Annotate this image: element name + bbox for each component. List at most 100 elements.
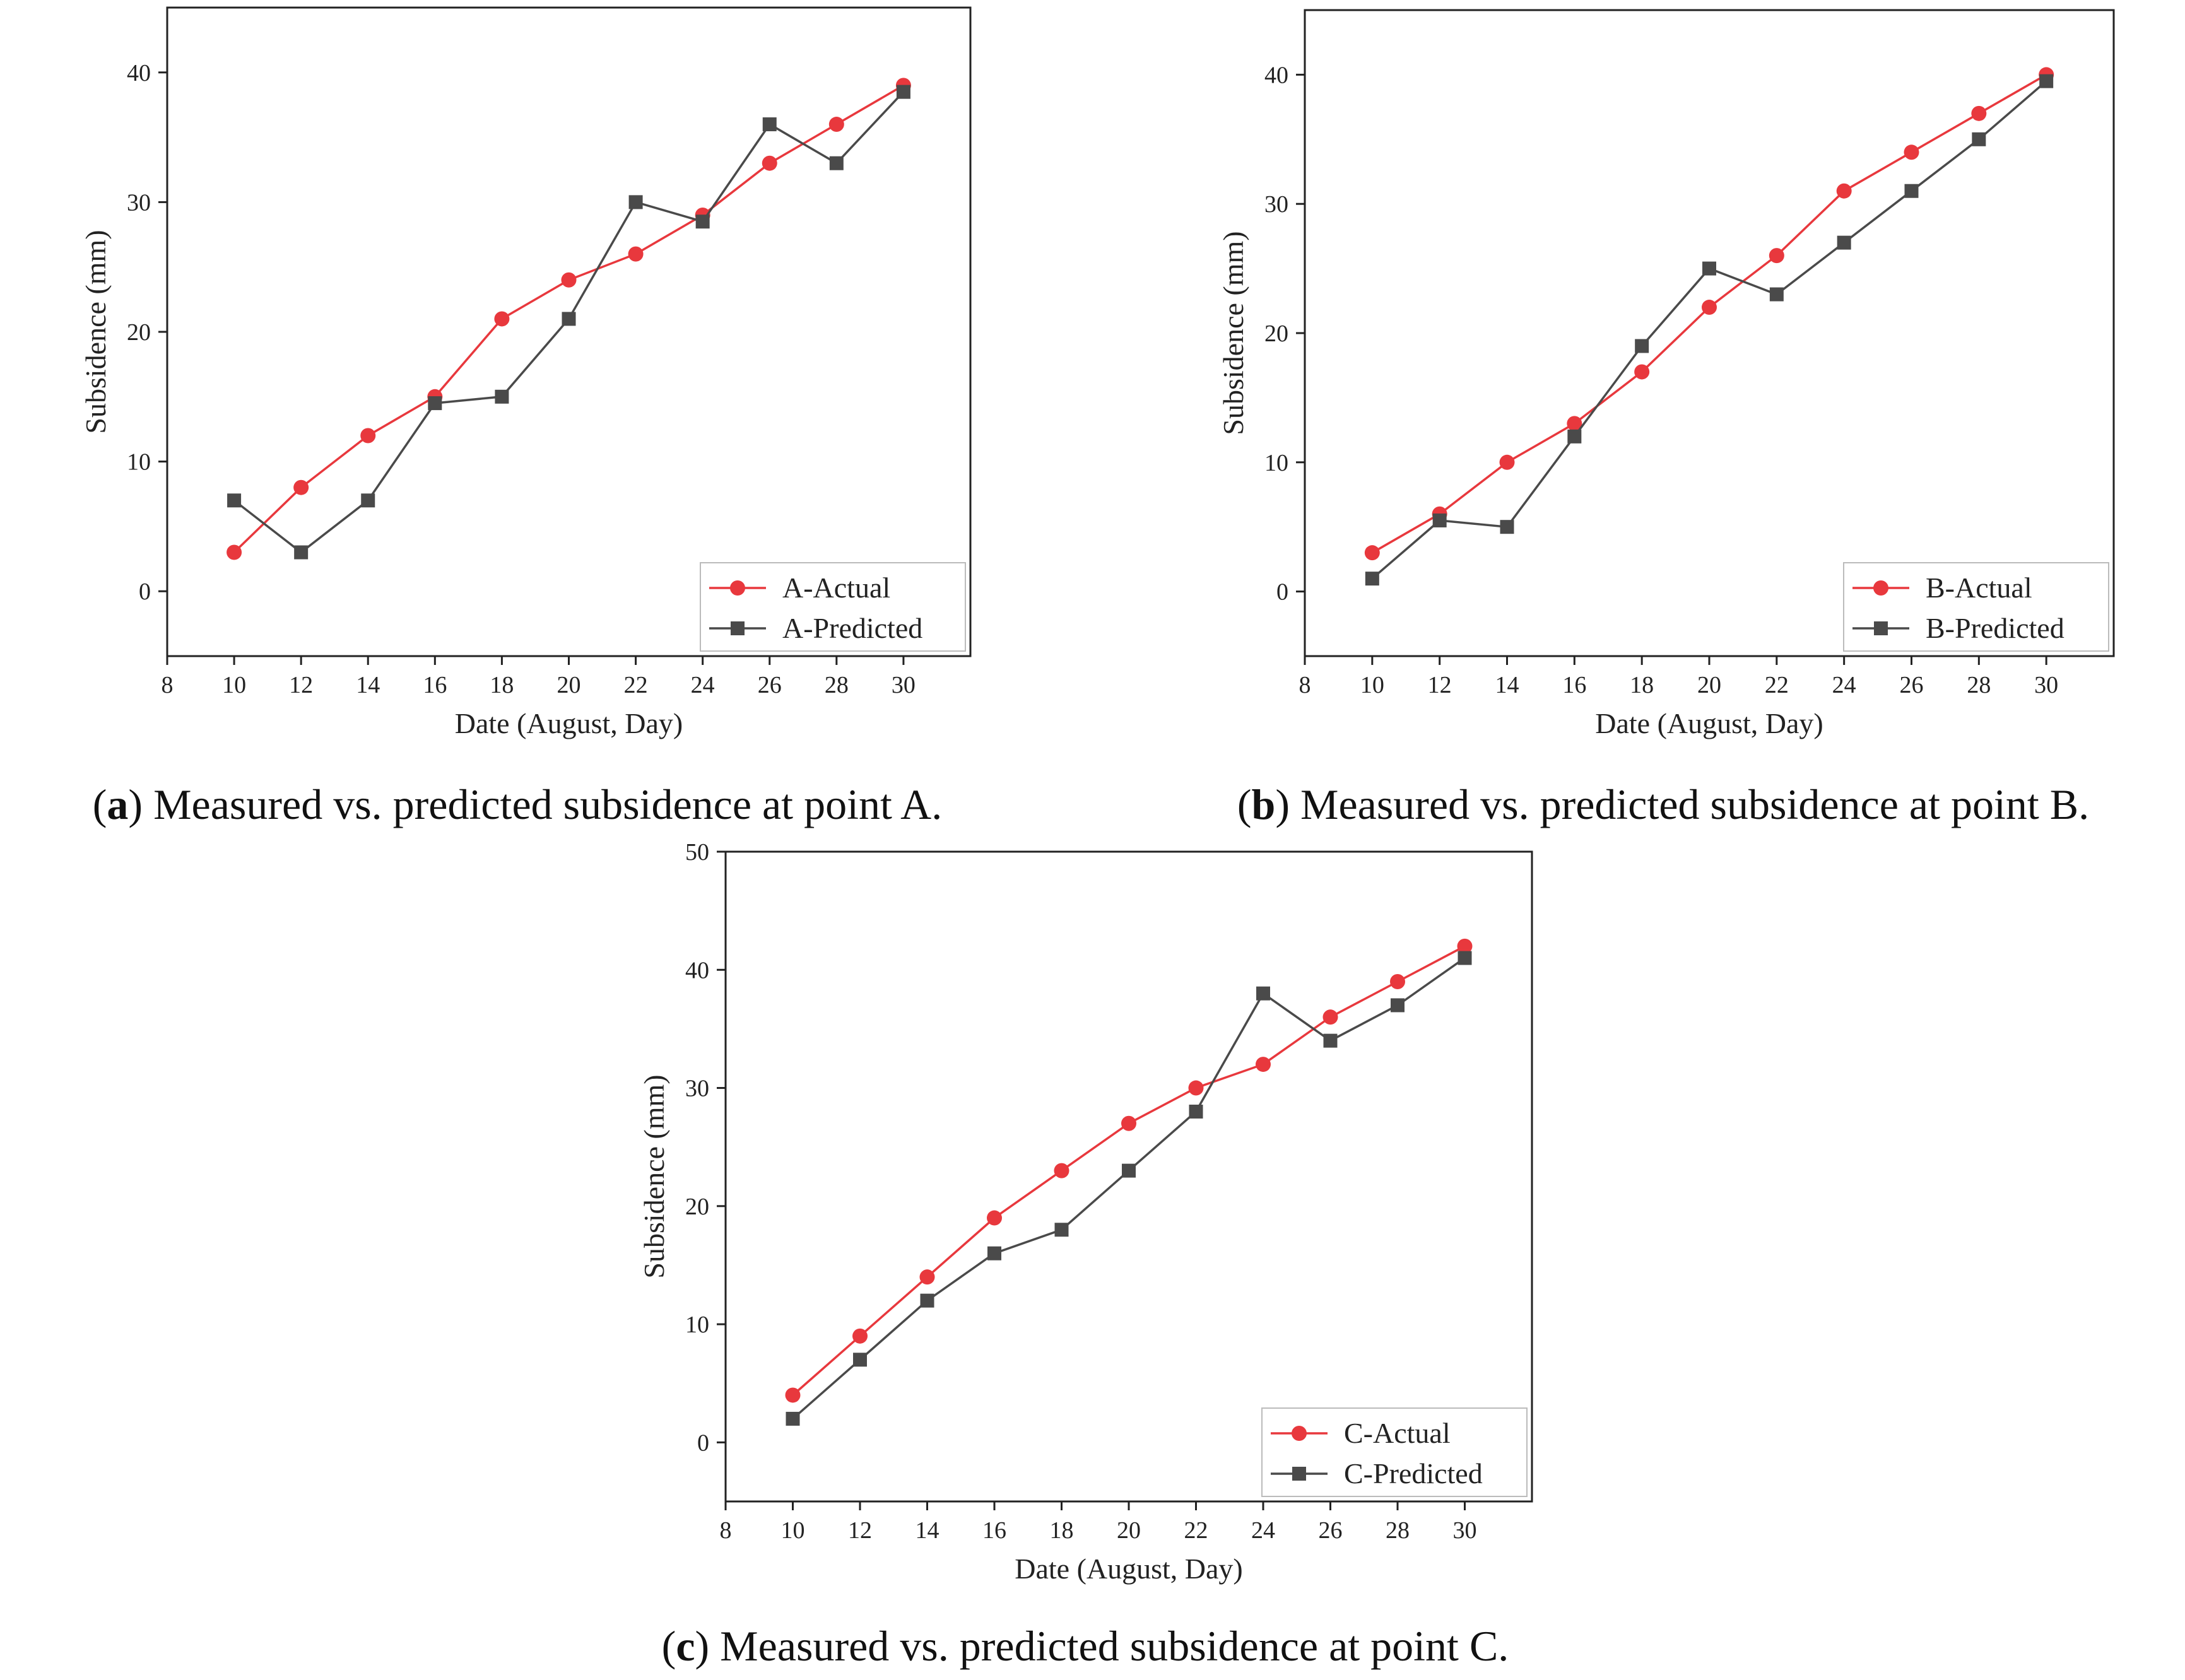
- chart-a-x-tick-label: 30: [892, 672, 916, 698]
- chart-c-y-tick-label: 0: [697, 1430, 709, 1456]
- chart-c-point-c-predicted: [1122, 1163, 1136, 1178]
- chart-b-point-b-predicted: [1567, 429, 1582, 443]
- chart-c-point-c-predicted: [1189, 1105, 1203, 1119]
- chart-b-point-b-predicted: [1904, 184, 1919, 198]
- chart-b-point-b-actual: [1702, 300, 1717, 315]
- chart-b-y-axis-label: Subsidence (mm): [1217, 231, 1249, 435]
- chart-b-x-tick-label: 26: [1900, 672, 1924, 698]
- chart-c-point-c-predicted: [1391, 998, 1405, 1013]
- chart-c-point-c-actual: [987, 1210, 1002, 1226]
- chart-c-x-tick-label: 24: [1251, 1517, 1275, 1544]
- caption-b-letter: b: [1252, 780, 1276, 828]
- caption-a: (a) Measured vs. predicted subsidence at…: [93, 780, 942, 828]
- chart-b-x-tick-label: 10: [1360, 672, 1384, 698]
- chart-c-point-c-actual: [1390, 974, 1405, 989]
- chart-c-point-c-actual: [1322, 1009, 1338, 1025]
- chart-b-point-b-predicted: [1769, 287, 1784, 302]
- chart-a-point-a-predicted: [562, 312, 576, 326]
- chart-b-x-axis-label: Date (August, Day): [1595, 707, 1823, 739]
- chart-b-y-tick-label: 0: [1276, 579, 1288, 606]
- chart-c-point-c-predicted: [1323, 1033, 1338, 1048]
- caption-a-text: Measured vs. predicted subsidence at poi…: [153, 780, 942, 828]
- chart-a-point-a-actual: [628, 246, 644, 262]
- chart-c-legend-label: C-Predicted: [1344, 1457, 1483, 1489]
- chart-a-plot-frame: [166, 6, 972, 657]
- chart-b-x-tick-label: 16: [1562, 672, 1586, 698]
- chart-c-x-tick-label: 16: [982, 1517, 1006, 1544]
- chart-b-y-tick-label: 20: [1264, 320, 1288, 347]
- chart-panel-a: 8 10 12 14 16 18 20 22 24 26 28 30 0 10 20 30 40 Date (Au…: [80, 6, 972, 739]
- caption-c-text: Measured vs. predicted subsidence at poi…: [720, 1622, 1509, 1670]
- chart-a-point-a-predicted: [628, 195, 643, 209]
- chart-b-legend-marker: [1873, 580, 1888, 596]
- chart-panel-b: 8 10 12 14 16 18 20 22 24 26 28 30 0 10 20 30 40 Date (Au…: [1217, 9, 2115, 739]
- caption-b-text: Measured vs. predicted subsidence at poi…: [1300, 780, 2089, 828]
- chart-a-point-a-predicted: [695, 214, 710, 229]
- chart-a-point-a-predicted: [428, 396, 442, 411]
- chart-c-point-c-predicted: [1458, 951, 1472, 965]
- chart-b-x-tick-label: 18: [1630, 672, 1654, 698]
- chart-b-point-b-actual: [1904, 144, 1919, 160]
- chart-b-point-b-predicted: [1432, 513, 1447, 527]
- chart-c-point-c-actual: [1188, 1080, 1204, 1096]
- chart-b-y-tick-label: 30: [1264, 191, 1288, 218]
- chart-a-point-a-actual: [494, 311, 510, 327]
- chart-a-x-tick-label: 14: [356, 672, 380, 698]
- chart-a-x-tick-label: 26: [758, 672, 782, 698]
- chart-c-x-tick-label: 10: [781, 1517, 805, 1544]
- chart-a-point-a-predicted: [896, 85, 910, 99]
- chart-a-y-tick-label: 0: [139, 579, 151, 605]
- chart-b-point-b-predicted: [1837, 235, 1851, 250]
- chart-c-x-tick-label: 26: [1319, 1517, 1343, 1544]
- chart-a-point-a-predicted: [227, 493, 242, 508]
- caption-b: (b) Measured vs. predicted subsidence at…: [1237, 780, 2089, 828]
- chart-b-legend-label: B-Predicted: [1926, 612, 2064, 644]
- chart-c-point-c-predicted: [853, 1353, 867, 1367]
- chart-a-y-tick-label: 20: [127, 319, 151, 346]
- chart-b-point-b-actual: [1567, 416, 1582, 432]
- chart-c-legend-label: C-Actual: [1344, 1417, 1451, 1449]
- chart-c-y-tick-label: 40: [685, 957, 709, 984]
- chart-a-x-tick-label: 20: [557, 672, 581, 698]
- chart-b-point-b-actual: [1634, 364, 1650, 380]
- chart-a-legend-marker: [731, 621, 745, 635]
- chart-a-x-tick-label: 10: [222, 672, 246, 698]
- chart-a-point-a-actual: [360, 428, 376, 443]
- chart-c-point-c-actual: [1256, 1057, 1271, 1072]
- chart-b-x-tick-label: 30: [2034, 672, 2058, 698]
- chart-c-x-tick-label: 8: [720, 1517, 732, 1544]
- chart-c-x-tick-label: 22: [1184, 1517, 1208, 1544]
- chart-a-point-a-actual: [293, 479, 309, 495]
- chart-c-x-tick-label: 28: [1386, 1517, 1410, 1544]
- chart-a-point-a-predicted: [294, 545, 309, 560]
- chart-c-series-line-c-predicted: [792, 957, 1466, 1420]
- chart-panel-c: 8 10 12 14 16 18 20 22 24 26 28 30 0 10 20 30 40 50 Date (…: [638, 839, 1533, 1585]
- chart-a-x-tick-label: 18: [490, 672, 514, 698]
- chart-a-x-tick-label: 16: [423, 672, 447, 698]
- chart-b-point-b-predicted: [1972, 132, 1986, 146]
- chart-c-y-tick-label: 10: [685, 1312, 709, 1338]
- chart-b-x-tick-label: 12: [1428, 672, 1452, 698]
- chart-b-point-b-actual: [1499, 454, 1515, 470]
- chart-c-point-c-actual: [1054, 1163, 1069, 1178]
- chart-a-point-a-actual: [828, 117, 844, 132]
- chart-a-legend-marker: [730, 580, 745, 596]
- chart-c-point-c-predicted: [1256, 986, 1270, 1001]
- chart-c-point-c-predicted: [786, 1411, 800, 1426]
- chart-c-legend-marker: [1292, 1426, 1307, 1441]
- chart-a-legend: A-Actual A-Predicted: [700, 562, 966, 652]
- chart-c-point-c-actual: [785, 1387, 801, 1403]
- chart-a-point-a-predicted: [495, 389, 509, 404]
- chart-c-point-c-predicted: [987, 1246, 1001, 1260]
- chart-b-point-b-actual: [1836, 183, 1852, 199]
- chart-b-point-b-actual: [1769, 248, 1784, 264]
- chart-a-x-tick-label: 28: [825, 672, 849, 698]
- chart-b-x-tick-label: 24: [1832, 672, 1856, 698]
- chart-b-x-tick-label: 14: [1495, 672, 1519, 698]
- chart-c-legend-marker: [1292, 1467, 1306, 1481]
- chart-a-y-axis-label: Subsidence (mm): [80, 230, 112, 433]
- chart-a-point-a-actual: [762, 155, 777, 171]
- caption-c-letter: c: [676, 1622, 695, 1670]
- chart-a-point-a-actual: [227, 544, 242, 560]
- chart-c-x-tick-label: 18: [1050, 1517, 1074, 1544]
